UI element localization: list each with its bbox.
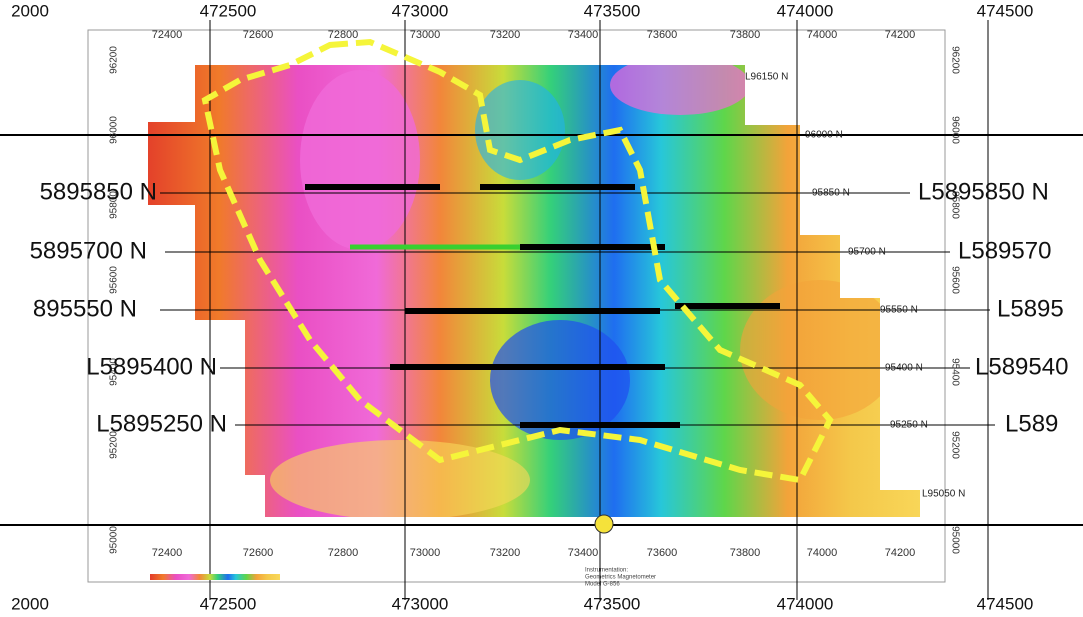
left-line-label: 895550 N: [33, 295, 137, 322]
y-label: 96000: [949, 116, 960, 144]
outer-x-label: 472500: [200, 594, 257, 613]
outer-x-label: 2000: [11, 594, 49, 613]
left-line-label: L5895400 N: [86, 353, 217, 380]
left-line-label: L5895250 N: [96, 410, 227, 437]
y-label: 96000: [109, 116, 120, 144]
instrument-note: Instrumentation:: [585, 568, 628, 574]
outer-x-label: 473500: [584, 594, 641, 613]
left-line-label: 5895850 N: [40, 178, 157, 205]
y-label: 95600: [109, 266, 120, 294]
inner-x-label: 73400: [568, 547, 599, 559]
inner-x-label: 73800: [730, 547, 761, 559]
y-label: 95600: [949, 266, 960, 294]
y-label: 96200: [109, 46, 120, 74]
left-line-label: 5895700 N: [30, 237, 147, 264]
line-label: 95700 N: [848, 247, 886, 258]
line-label: 95850 N: [812, 188, 850, 199]
map: 2000 2000 472500 472500 473000 473000 473500 47…: [0, 0, 1083, 617]
base-station: [595, 515, 613, 533]
outer-x-label: 474000: [777, 1, 834, 20]
y-label: 95000: [949, 526, 960, 554]
outer-x-label: 473000: [392, 1, 449, 20]
y-label: 96200: [949, 46, 960, 74]
right-line-label: L589570: [958, 237, 1051, 264]
line-label: L96150 N: [745, 72, 788, 83]
inner-x-label: 74200: [885, 547, 916, 559]
inner-x-label: 73200: [490, 547, 521, 559]
inner-x-label: 72600: [243, 29, 274, 41]
outer-x-label: 474500: [977, 1, 1034, 20]
line-label: 95550 N: [880, 305, 918, 316]
right-line-label: L589: [1005, 410, 1058, 437]
outer-x-label: 473000: [392, 594, 449, 613]
inner-x-label: 73600: [647, 29, 678, 41]
outer-x-label: 473500: [584, 1, 641, 20]
y-label: 95200: [949, 431, 960, 459]
line-label: 96000 N: [805, 130, 843, 141]
inner-x-label: 72400: [152, 29, 183, 41]
inner-x-label: 73800: [730, 29, 761, 41]
right-line-label: L5895850 N: [918, 178, 1049, 205]
inner-x-label: 73200: [490, 29, 521, 41]
line-label: L95050 N: [922, 489, 965, 500]
y-label: 95400: [949, 358, 960, 386]
outer-x-label: 474500: [977, 594, 1034, 613]
inner-x-label: 74000: [807, 29, 838, 41]
inner-x-label: 73400: [568, 29, 599, 41]
outer-x-label: 2000: [11, 1, 49, 20]
inner-x-label: 73000: [410, 29, 441, 41]
line-label: 95400 N: [885, 363, 923, 374]
instrument-note: Geometrics Magnetometer: [585, 575, 656, 581]
instrument-note: Model G-856: [585, 582, 620, 588]
inner-x-label: 72800: [328, 29, 359, 41]
right-line-label: L5895: [997, 295, 1064, 322]
inner-x-label: 73000: [410, 547, 441, 559]
inner-x-label: 72800: [328, 547, 359, 559]
color-bar: [150, 574, 280, 580]
y-label: 95000: [109, 526, 120, 554]
outer-x-label: 474000: [777, 594, 834, 613]
inner-x-label: 72400: [152, 547, 183, 559]
inner-x-label: 73600: [647, 547, 678, 559]
inner-x-label: 72600: [243, 547, 274, 559]
right-line-label: L589540: [975, 353, 1068, 380]
inner-x-label: 74000: [807, 547, 838, 559]
line-label: 95250 N: [890, 420, 928, 431]
outer-x-label: 472500: [200, 1, 257, 20]
inner-x-label: 74200: [885, 29, 916, 41]
